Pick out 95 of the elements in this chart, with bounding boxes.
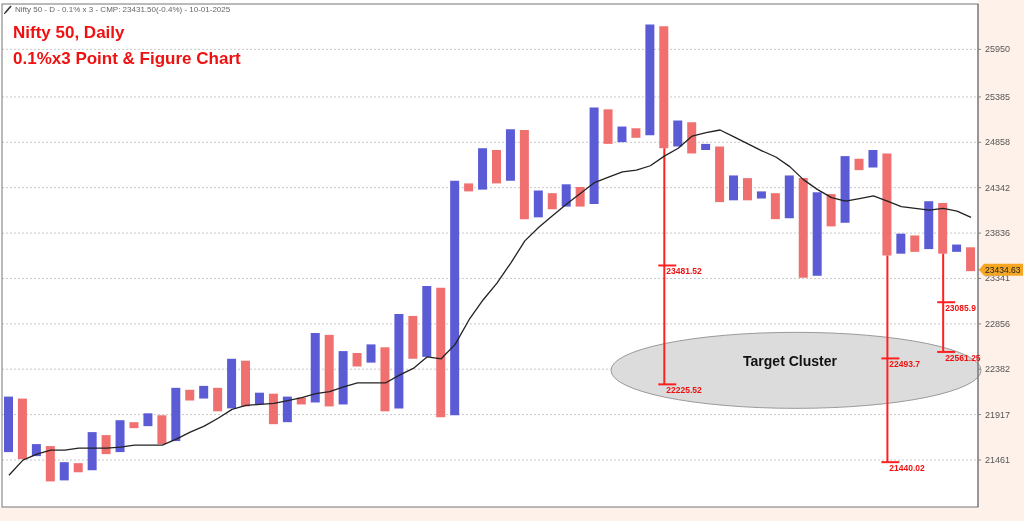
bar <box>547 193 557 210</box>
y-tick-label: 23341 <box>985 273 1011 284</box>
bar <box>645 24 655 136</box>
bar <box>631 128 641 138</box>
bar <box>101 435 111 455</box>
bar <box>533 190 543 218</box>
bar <box>254 392 264 405</box>
bar <box>561 184 571 207</box>
bar <box>492 149 501 184</box>
bar <box>687 122 697 154</box>
annotation: Target Cluster <box>743 353 838 370</box>
bar <box>408 315 418 359</box>
bar <box>966 247 976 272</box>
bar <box>942 253 945 303</box>
bar <box>4 396 13 453</box>
bar <box>87 432 97 471</box>
bar <box>589 107 599 204</box>
bar <box>45 446 55 482</box>
bar <box>701 143 711 150</box>
annotation: 23085.9 <box>945 303 977 314</box>
y-tick-label: 23434.63 <box>985 264 1021 275</box>
bar <box>422 285 432 357</box>
bar <box>770 193 780 220</box>
bar <box>784 175 794 219</box>
bar <box>324 334 334 407</box>
bar <box>868 149 878 168</box>
bar <box>603 109 613 144</box>
bar <box>464 183 474 192</box>
bar <box>17 398 27 460</box>
bar <box>268 393 278 425</box>
bar <box>659 26 669 149</box>
bar <box>617 126 627 143</box>
annotation: 22225.52 <box>666 385 703 396</box>
text: 0.1%x3 Point & Figure Chart <box>13 49 241 68</box>
y-tick-label: 24858 <box>985 137 1011 148</box>
bar <box>673 120 683 147</box>
bar <box>227 358 237 409</box>
bar <box>519 130 529 220</box>
y-tick-label: 22382 <box>985 364 1011 375</box>
bar <box>282 396 292 423</box>
bar <box>73 463 83 473</box>
bar <box>157 415 167 445</box>
bar <box>896 233 906 254</box>
bar <box>185 389 195 401</box>
y-tick-label: 22856 <box>985 318 1011 329</box>
bar <box>478 148 488 190</box>
bar <box>310 332 320 403</box>
annotation: 23481.52 <box>666 266 703 277</box>
bar <box>729 175 739 201</box>
y-tick-label: 21917 <box>985 409 1011 420</box>
bar <box>338 351 348 405</box>
bar <box>171 387 181 442</box>
bar <box>380 347 390 412</box>
bar <box>826 194 836 227</box>
y-tick-label: 23836 <box>985 228 1011 239</box>
bar <box>942 302 945 352</box>
bar <box>663 265 666 385</box>
bar <box>115 420 125 453</box>
bar <box>575 186 585 207</box>
bar <box>840 156 850 223</box>
bar <box>213 387 223 412</box>
bar <box>129 422 139 429</box>
bar <box>854 158 864 171</box>
bar <box>756 191 766 199</box>
bar <box>394 314 404 409</box>
annotation: 21440.02 <box>889 463 926 474</box>
bar <box>663 148 666 266</box>
bar <box>436 287 446 418</box>
annotation: Nifty 50 - D - 0.1% x 3 - CMP: 23431.50(-0.4%) - 10-01-2025 <box>15 5 231 14</box>
bar <box>882 153 892 256</box>
annotation: 22493.7 <box>889 359 921 370</box>
bar <box>59 462 69 481</box>
bar <box>886 255 889 359</box>
bar <box>938 203 948 254</box>
bar <box>366 344 376 363</box>
bar <box>798 178 808 278</box>
y-tick-label: 21461 <box>985 455 1011 466</box>
y-tick-label: 25385 <box>985 91 1011 102</box>
y-tick-label: 24342 <box>985 182 1011 193</box>
bar <box>812 192 822 276</box>
bar <box>352 353 362 367</box>
bar <box>505 129 515 181</box>
bar <box>910 235 920 252</box>
bar <box>742 178 752 201</box>
bar <box>952 244 962 252</box>
bar <box>199 385 209 399</box>
annotation: 22561.25 <box>945 352 981 363</box>
bar <box>715 146 725 203</box>
y-tick-label: 25950 <box>985 44 1011 55</box>
text: Nifty 50, Daily <box>13 23 126 42</box>
bar <box>143 413 153 427</box>
bar <box>241 360 251 407</box>
bar <box>450 180 460 416</box>
bar <box>924 201 934 250</box>
bar <box>886 358 889 463</box>
